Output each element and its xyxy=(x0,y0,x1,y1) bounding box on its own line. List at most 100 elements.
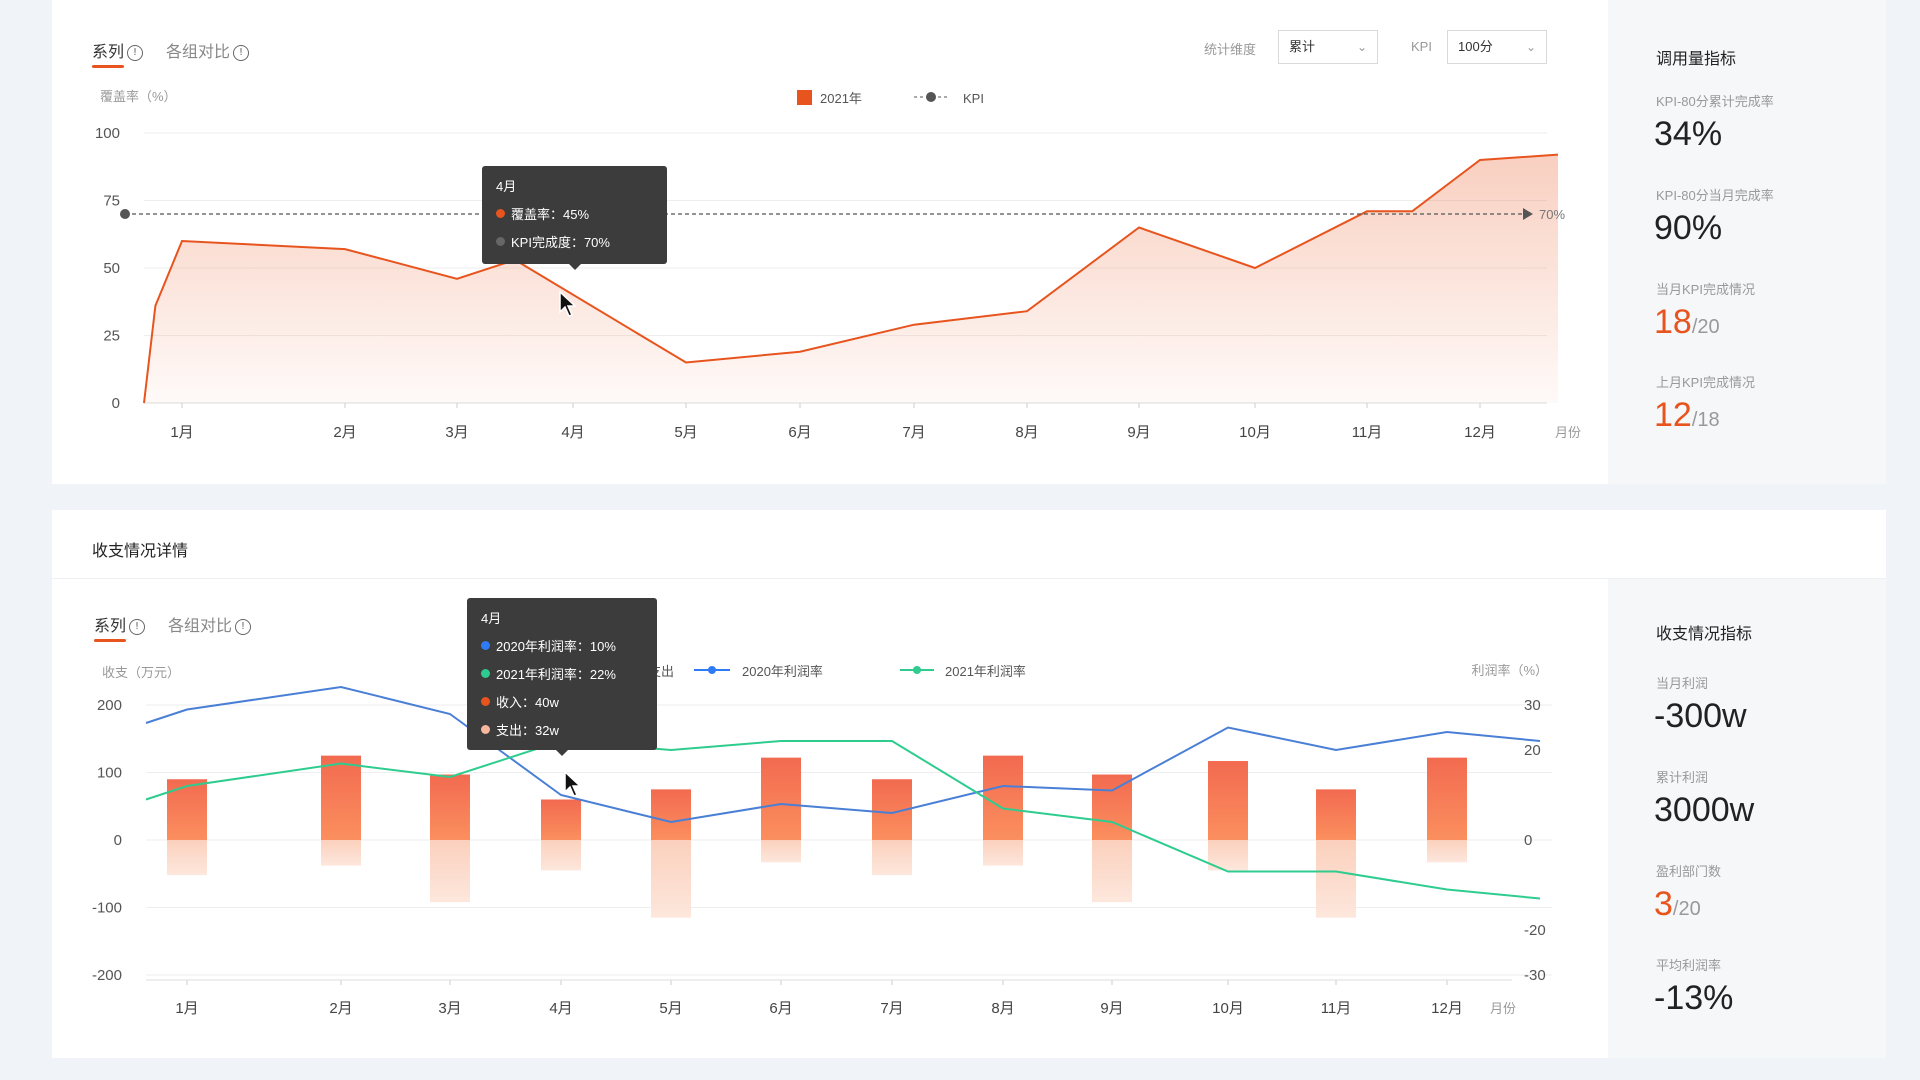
info-icon[interactable]: ! xyxy=(233,44,250,61)
expense-bar xyxy=(167,840,207,876)
kpi-select[interactable]: 100分 ⌄ xyxy=(1447,30,1547,64)
y2-tick-label: 0 xyxy=(1524,832,1532,849)
y-tick-label: 25 xyxy=(103,328,120,345)
mouse-cursor-icon xyxy=(559,290,577,317)
coverage-line xyxy=(143,153,1559,404)
finance-card xyxy=(52,510,1886,578)
tab-group-compare[interactable]: 各组对比! xyxy=(168,612,252,636)
x-tick-label: 9月 xyxy=(1100,1000,1123,1017)
tab-group-compare-label: 各组对比 xyxy=(166,44,231,61)
legend-label-kpi: KPI xyxy=(963,91,984,106)
tooltip-row: 2020年利润率：10% xyxy=(481,636,643,655)
tooltip-title: 4月 xyxy=(496,179,517,194)
legend-label-2021: 2021年 xyxy=(820,91,862,106)
y-tick-label: 50 xyxy=(103,260,120,277)
kpi-dot xyxy=(496,237,505,246)
metric-den: /20 xyxy=(1672,898,1701,920)
finance-tooltip: 4月 2020年利润率：10% 2021年利润率：22% 收入：40w 支出：3… xyxy=(467,598,657,756)
tab-series-label: 系列 xyxy=(92,44,125,61)
metric-den: /18 xyxy=(1691,409,1720,431)
metric-label: KPI-80分当月完成率 xyxy=(1656,188,1774,203)
metric-num: 12 xyxy=(1654,396,1692,434)
x-tick-label: 1月 xyxy=(170,424,193,441)
side-title: 调用量指标 xyxy=(1656,51,1737,68)
expense-bar xyxy=(983,840,1023,866)
y2-tick-label: -20 xyxy=(1524,922,1546,939)
kpi-select-value: 100分 xyxy=(1458,39,1493,54)
x-tick-label: 11月 xyxy=(1352,424,1383,441)
income-bar xyxy=(1208,761,1248,840)
y-tick-label: -200 xyxy=(92,967,122,984)
income-bar xyxy=(430,774,470,840)
chevron-down-icon: ⌄ xyxy=(1356,40,1367,54)
y2-tick-label: 30 xyxy=(1524,697,1541,714)
metric-label: 累计利润 xyxy=(1656,770,1709,785)
legend-label-2020: 2020年利润率 xyxy=(742,664,823,679)
tab-series-label: 系列 xyxy=(94,618,127,635)
expense-bar xyxy=(651,840,691,918)
active-tab-underline xyxy=(92,65,124,68)
expense-bar xyxy=(541,840,581,871)
tooltip-row-text: 收入：40w xyxy=(496,695,559,710)
tab-group-compare[interactable]: 各组对比! xyxy=(166,38,250,62)
x-tick-label: 5月 xyxy=(659,1000,682,1017)
y-axis-title: 收支（万元） xyxy=(102,665,180,680)
legend-kpi-marker xyxy=(926,92,936,102)
x-tick-label: 3月 xyxy=(445,424,468,441)
y-tick-label: 0 xyxy=(114,832,122,849)
coverage-dot xyxy=(496,209,505,218)
dimension-label: 统计维度 xyxy=(1204,42,1257,57)
metric-den: /20 xyxy=(1691,316,1720,338)
income-bar xyxy=(1092,774,1132,840)
y2-axis-title: 利润率（%） xyxy=(1471,663,1548,678)
tooltip-row: 收入：40w xyxy=(481,692,643,711)
y-tick-label: 75 xyxy=(103,193,120,210)
info-icon[interactable]: ! xyxy=(235,618,252,635)
coverage-tooltip: 4月 覆盖率：45% KPI完成度：70% xyxy=(482,166,667,270)
tooltip-row: KPI完成度：70% xyxy=(496,232,653,251)
income-bar xyxy=(1427,757,1467,840)
coverage-side-panel xyxy=(1608,0,1886,484)
x-tick-label: 9月 xyxy=(1127,424,1150,441)
metric-value: -300w xyxy=(1654,697,1747,735)
profit-2021-line xyxy=(145,739,1541,900)
metric-label: KPI-80分累计完成率 xyxy=(1656,94,1774,109)
tooltip-row-text: 覆盖率：45% xyxy=(511,207,590,222)
x-tick-label: 6月 xyxy=(788,424,811,441)
dimension-select[interactable]: 累计 ⌄ xyxy=(1278,30,1378,64)
tab-group-compare-label: 各组对比 xyxy=(168,618,233,635)
income-bar xyxy=(651,789,691,840)
metric-num: 18 xyxy=(1654,303,1692,341)
expense-bar xyxy=(1316,840,1356,918)
chevron-down-icon: ⌄ xyxy=(1525,40,1536,54)
info-icon[interactable]: ! xyxy=(129,618,146,635)
tooltip-row-text: KPI完成度：70% xyxy=(511,235,610,250)
x-tick-label: 10月 xyxy=(1239,424,1271,441)
income-bar xyxy=(983,755,1023,840)
metric-value: 3/20 xyxy=(1654,885,1701,924)
y2-tick-label: -30 xyxy=(1524,967,1546,984)
x-tick-label: 1月 xyxy=(175,1000,198,1017)
kpi-arrow xyxy=(1523,208,1533,220)
metric-label: 当月KPI完成情况 xyxy=(1656,282,1755,297)
x-tick-label: 7月 xyxy=(902,424,925,441)
x-tick-label: 2月 xyxy=(333,424,356,441)
metric-value: 12/18 xyxy=(1654,396,1720,435)
tab-series[interactable]: 系列! xyxy=(92,38,144,62)
dimension-select-value: 累计 xyxy=(1289,39,1316,54)
profit-2020-dot xyxy=(481,641,490,650)
y-tick-label: 0 xyxy=(112,395,120,412)
y-axis-title: 覆盖率（%） xyxy=(100,89,177,104)
x-axis-title: 月份 xyxy=(1490,1001,1516,1016)
kpi-label: KPI xyxy=(1411,39,1432,54)
x-tick-label: 12月 xyxy=(1431,1000,1463,1017)
tooltip-row-text: 2020年利润率：10% xyxy=(496,639,616,654)
expense-bar xyxy=(872,840,912,876)
tab-series[interactable]: 系列! xyxy=(94,612,146,636)
divider xyxy=(52,578,1886,579)
info-icon[interactable]: ! xyxy=(127,44,144,61)
x-tick-label: 10月 xyxy=(1212,1000,1244,1017)
tooltip-row: 2021年利润率：22% xyxy=(481,664,643,683)
x-tick-label: 6月 xyxy=(769,1000,792,1017)
